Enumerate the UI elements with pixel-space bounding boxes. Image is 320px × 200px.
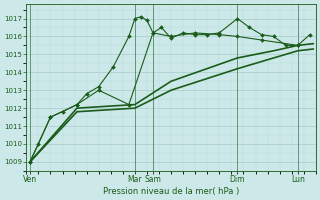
- X-axis label: Pression niveau de la mer( hPa ): Pression niveau de la mer( hPa ): [103, 187, 239, 196]
